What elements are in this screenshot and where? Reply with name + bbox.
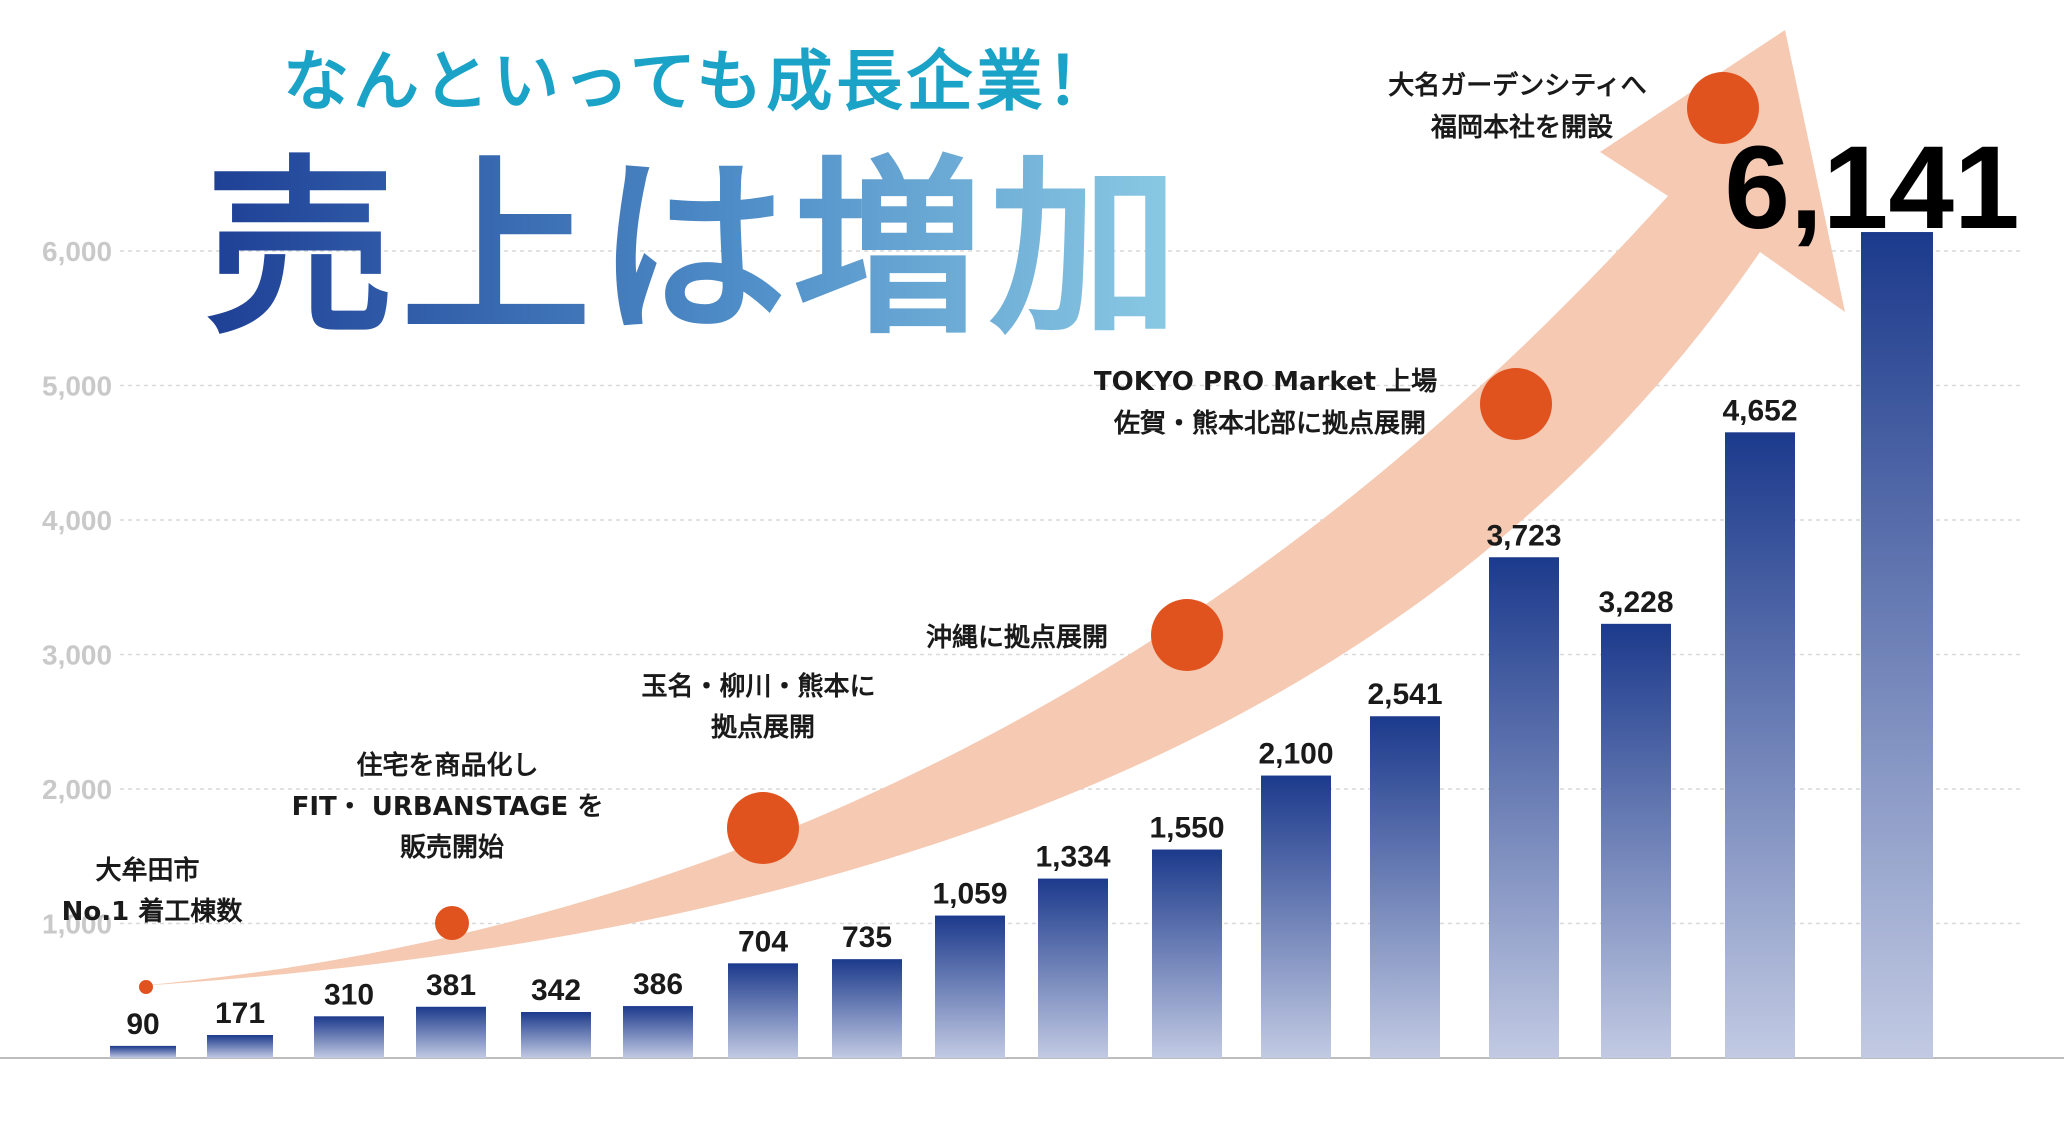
bar-value-label: 171 <box>215 997 265 1030</box>
annotation-2: 住宅を商品化し FIT・ URBANSTAGE を 販売開始 <box>292 750 613 863</box>
annotation-5: TOKYO PRO Market 上場 佐賀・熊本北部に拠点展開 <box>1094 367 1446 439</box>
annotation-2-line-1: 住宅を商品化し <box>356 750 538 781</box>
y-axis: 1,000 2,000 3,000 4,000 5,000 6,000 <box>42 236 112 940</box>
y-tick-label: 5,000 <box>42 371 112 402</box>
page-title: 売上は増加 <box>205 139 1185 360</box>
milestone-dot-4 <box>1151 599 1223 671</box>
annotation-6: 大名ガーデンシティへ 福岡本社を開設 <box>1388 70 1656 143</box>
y-tick-label: 4,000 <box>42 505 112 536</box>
bar <box>1370 716 1440 1058</box>
bar-value-label: 381 <box>426 969 476 1002</box>
y-tick-label: 2,000 <box>42 774 112 805</box>
annotation-4-line-1: 沖縄に拠点展開 <box>926 622 1108 653</box>
bar <box>1152 849 1222 1058</box>
annotation-6-line-1: 大名ガーデンシティへ <box>1388 70 1646 101</box>
annotation-1: 大牟田市 No.1 着工棟数 <box>62 855 244 927</box>
bar <box>623 1006 693 1058</box>
annotation-2-line-3: 販売開始 <box>400 833 504 863</box>
milestone-dot-2 <box>435 906 469 940</box>
value-labels: 90 171 310 381 342 386 704 735 1,059 1,334 1,550 2,… <box>126 122 2019 1041</box>
annotation-1-line-2: No.1 着工棟数 <box>62 896 244 927</box>
bar-value-label: 386 <box>633 968 683 1001</box>
bar-value-label: 2,541 <box>1367 678 1442 711</box>
bar-value-label: 1,550 <box>1149 812 1224 845</box>
bar-value-label: 3,228 <box>1598 586 1673 619</box>
bar <box>314 1016 384 1058</box>
annotation-2-line-2: FIT・ URBANSTAGE を <box>292 792 604 822</box>
bar-value-label: 1,059 <box>932 878 1007 911</box>
milestone-dot-5 <box>1480 368 1552 440</box>
bar-value-label: 90 <box>126 1008 159 1041</box>
bar-value-label: 704 <box>738 925 788 958</box>
bar <box>1261 775 1331 1058</box>
annotation-5-line-1: TOKYO PRO Market 上場 <box>1094 367 1437 397</box>
bar-value-label: 4,652 <box>1722 394 1797 427</box>
bar <box>207 1035 273 1058</box>
bar <box>1725 432 1795 1058</box>
growth-arrow <box>138 30 1845 986</box>
y-tick-label: 6,000 <box>42 236 112 267</box>
milestone-dot-6 <box>1687 72 1759 144</box>
bar <box>1489 557 1559 1058</box>
annotation-3-line-1: 玉名・柳川・熊本に <box>641 671 875 702</box>
bar <box>1601 623 1671 1058</box>
bar-value-label: 6,141 <box>1724 122 2019 254</box>
milestone-dot-1 <box>139 980 153 994</box>
bar <box>1861 232 1933 1058</box>
bar-value-label: 2,100 <box>1258 738 1333 771</box>
annotation-5-line-2: 佐賀・熊本北部に拠点展開 <box>1113 408 1426 439</box>
bar-value-label: 3,723 <box>1486 519 1561 552</box>
bar-value-label: 310 <box>324 978 374 1011</box>
bar <box>728 963 798 1058</box>
y-tick-label: 3,000 <box>42 640 112 671</box>
bar <box>110 1045 176 1058</box>
bars <box>110 232 1933 1058</box>
annotation-1-line-1: 大牟田市 <box>95 855 199 886</box>
subtitle: なんといっても成長企業！ <box>283 43 1116 120</box>
annotation-3-line-2: 拠点展開 <box>711 712 815 743</box>
bar-value-label: 342 <box>531 974 581 1007</box>
bar <box>416 1006 486 1058</box>
bar <box>1038 878 1108 1058</box>
annotation-3: 玉名・柳川・熊本に 拠点展開 <box>641 671 884 743</box>
bar-value-label: 735 <box>842 921 892 954</box>
annotation-6-line-2: 福岡本社を開設 <box>1430 112 1614 143</box>
y-tick-label: 1,000 <box>42 909 112 940</box>
bar <box>832 959 902 1058</box>
bar <box>521 1012 591 1058</box>
bar-value-label: 1,334 <box>1035 841 1110 874</box>
annotation-4: 沖縄に拠点展開 <box>926 622 1108 653</box>
milestone-dot-3 <box>727 792 799 864</box>
bar <box>935 915 1005 1058</box>
